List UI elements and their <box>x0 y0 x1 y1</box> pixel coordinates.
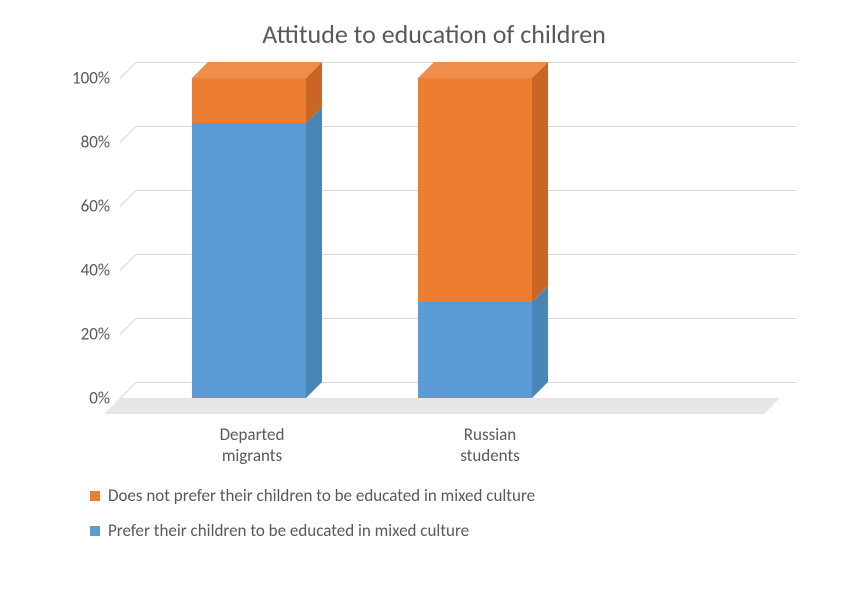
legend-item: Prefer their children to be educated in … <box>90 520 790 541</box>
chart-floor <box>104 398 780 414</box>
gridline-side <box>120 126 137 143</box>
gridline-side <box>120 62 137 79</box>
x-axis-label-line: migrants <box>172 445 332 466</box>
gridline-side <box>120 254 137 271</box>
bar-segment <box>192 123 306 398</box>
legend-label: Prefer their children to be educated in … <box>108 520 469 541</box>
y-axis-label: 80% <box>81 132 110 153</box>
x-axis-label-line: students <box>410 445 570 466</box>
y-axis-label: 20% <box>81 324 110 345</box>
chart-title: Attitude to education of children <box>0 18 868 50</box>
chart-container: Attitude to education of children 0%20%4… <box>0 0 868 592</box>
gridline-side <box>120 382 137 399</box>
legend-swatch <box>90 526 100 536</box>
x-axis-label-line: Russian <box>410 424 570 445</box>
y-axis-label: 40% <box>81 260 110 281</box>
bar-segment <box>192 78 306 123</box>
legend: Does not prefer their children to be edu… <box>90 485 790 555</box>
y-axis-label: 0% <box>89 388 110 409</box>
legend-item: Does not prefer their children to be edu… <box>90 485 790 506</box>
x-axis-label-line: Departed <box>172 424 332 445</box>
bar <box>192 78 306 398</box>
bar-side-face <box>306 107 322 398</box>
bar-top-face <box>192 62 322 78</box>
x-axis-label: Russianstudents <box>410 424 570 467</box>
y-axis-label: 100% <box>72 68 110 89</box>
x-axis-label: Departedmigrants <box>172 424 332 467</box>
legend-label: Does not prefer their children to be edu… <box>108 485 535 506</box>
plot-area: 0%20%40%60%80%100%DepartedmigrantsRussia… <box>120 78 780 398</box>
y-axis-label: 60% <box>81 196 110 217</box>
bar-side-face <box>532 62 548 302</box>
bar-segment <box>418 302 532 398</box>
bar-segment <box>418 78 532 302</box>
legend-swatch <box>90 491 100 501</box>
bar <box>418 78 532 398</box>
gridline-side <box>120 318 137 335</box>
bar-side-face <box>532 286 548 398</box>
bar-top-face <box>418 62 548 78</box>
gridline-side <box>120 190 137 207</box>
